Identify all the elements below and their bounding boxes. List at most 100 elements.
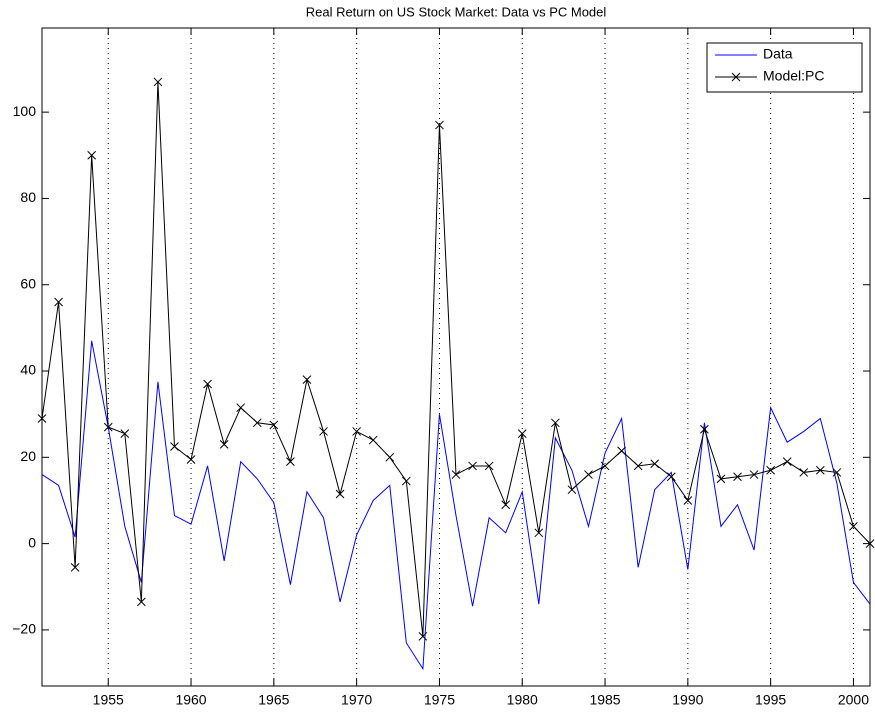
marker [319,427,328,436]
marker-x [567,485,577,495]
series-line [41,340,871,671]
marker-x [435,120,444,130]
marker-x [849,522,858,531]
marker [103,422,113,432]
marker-x [37,414,47,423]
marker [170,442,179,451]
marker [401,476,411,486]
marker-x [600,461,610,471]
marker-x [418,632,428,641]
marker [551,418,560,428]
marker-x [700,424,709,434]
marker-x [733,472,742,482]
marker-x [782,457,792,466]
x-tick-label: 1955 [93,692,124,708]
marker [87,150,97,160]
marker [584,470,593,479]
marker [815,465,825,475]
marker [153,77,163,87]
marker-x [70,562,80,572]
marker-x [749,470,759,479]
marker [120,429,130,438]
marker-x [103,422,113,432]
marker-x [54,297,63,307]
x-tick-label: 1965 [258,692,289,708]
marker [683,496,693,505]
marker-x [484,461,494,471]
x-tick-label: 1995 [755,692,786,708]
marker [435,120,444,130]
marker [252,418,262,428]
x-tick-label: 1970 [341,692,372,708]
marker-x [302,375,312,385]
x-tick-label: 1975 [424,692,455,708]
marker [335,489,345,499]
marker [385,452,395,462]
marker-x [633,461,643,471]
marker [799,468,809,477]
marker [269,420,279,430]
marker-x [286,457,295,466]
marker [468,461,477,471]
marker-x [584,470,593,479]
marker [716,474,726,484]
y-tick-label: 40 [20,362,36,378]
marker-x [269,420,279,430]
marker [567,485,577,495]
marker [766,465,775,475]
marker [286,457,295,466]
marker [501,500,511,510]
y-tick-label: 60 [20,275,36,291]
marker [203,379,212,389]
marker-x [617,446,626,456]
marker-x [683,496,693,505]
marker-x [650,459,660,469]
marker-x [451,470,461,479]
marker [54,297,63,307]
marker-x [517,429,527,438]
marker-x [368,435,378,445]
marker-x [865,539,875,548]
marker [749,470,759,479]
marker-x [551,418,560,428]
marker-x [352,427,361,436]
marker-x [219,440,229,449]
marker-x [137,597,146,607]
y-tick-label: 0 [28,534,36,550]
marker [849,522,858,531]
marker-x [319,427,328,436]
marker-x [666,472,676,482]
marker [137,597,146,607]
marker-x [335,489,345,499]
marker-x [236,403,246,413]
y-tick-label: −20 [12,621,36,637]
marker-x [501,500,511,510]
marker-x [832,468,842,477]
marker-x [401,476,411,486]
marker [37,414,47,423]
marker [700,424,709,434]
marker-x [120,429,130,438]
legend-label: Model:PC [763,68,824,84]
marker-x [716,474,726,484]
x-tick-label: 1990 [672,692,703,708]
marker [352,427,361,436]
marker-x [153,77,163,87]
marker [633,461,643,471]
axes-box [41,27,871,687]
marker [368,435,378,445]
x-tick-label: 2000 [838,692,869,708]
marker [600,461,610,471]
marker-x [799,468,809,477]
marker-x [766,465,775,475]
y-tick-label: 20 [20,448,36,464]
marker [236,403,246,413]
marker [617,446,626,456]
x-tick-label: 1960 [175,692,206,708]
marker-x [186,455,196,464]
marker-x [170,442,179,451]
legend-label: Data [763,46,793,62]
y-tick-label: 100 [13,103,37,119]
marker [733,472,742,482]
